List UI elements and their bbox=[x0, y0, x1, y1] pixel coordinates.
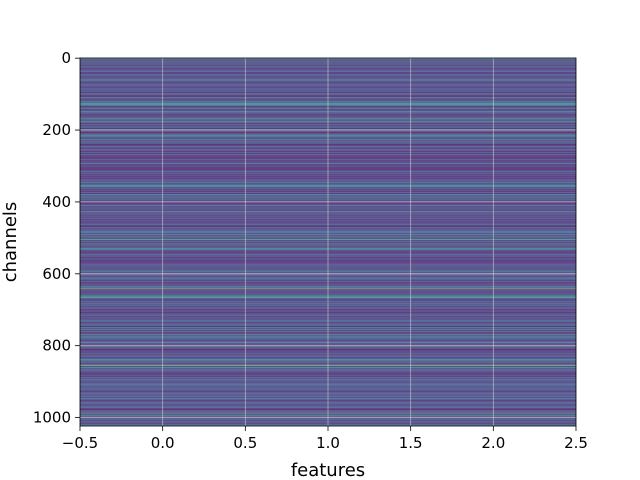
x-axis: −0.5 0.0 0.5 1.0 1.5 2.0 2.5 bbox=[62, 426, 588, 452]
x-tick-label: 1.5 bbox=[399, 434, 423, 452]
x-tick-label: 2.5 bbox=[564, 434, 588, 452]
y-tick-label: 1000 bbox=[33, 409, 71, 427]
y-tick-label: 200 bbox=[42, 121, 71, 139]
x-tick-label: 0.5 bbox=[233, 434, 257, 452]
y-axis-label: channels bbox=[0, 202, 21, 283]
y-tick-label: 800 bbox=[42, 337, 71, 355]
x-tick-label: 1.0 bbox=[316, 434, 340, 452]
y-tick-label: 0 bbox=[61, 49, 71, 67]
y-tick-label: 400 bbox=[42, 193, 71, 211]
x-tick-label: 0.0 bbox=[151, 434, 175, 452]
y-axis: 0 200 400 600 800 1000 bbox=[33, 49, 80, 427]
y-tick-label: 600 bbox=[42, 265, 71, 283]
x-tick-label: 2.0 bbox=[481, 434, 505, 452]
x-tick-label: −0.5 bbox=[62, 434, 98, 452]
x-axis-label: features bbox=[291, 460, 365, 480]
